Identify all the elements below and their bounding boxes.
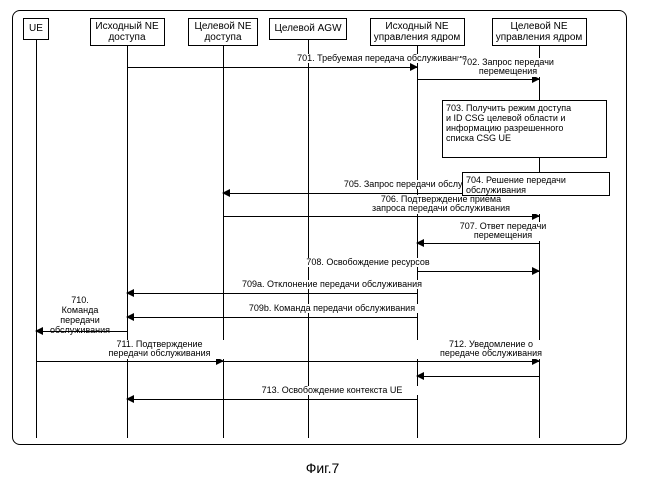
- side-label: 710. Команда передачи обслуживания: [40, 296, 120, 336]
- arrow-left-icon: [126, 313, 134, 321]
- message-arrow: [417, 270, 539, 272]
- message-label: 712. Уведомление о передаче обслуживания: [416, 340, 566, 359]
- lifeline-head-tgt_cn: Целевой NE управления ядром: [492, 18, 587, 46]
- message-arrow: [417, 242, 539, 244]
- figure-caption: Фиг.7: [0, 460, 645, 476]
- message-arrow: [417, 375, 539, 377]
- message-arrow: [127, 316, 417, 318]
- process-box: 703. Получить режим доступа и ID CSG цел…: [442, 100, 607, 158]
- message-label: 709b. Команда передачи обслуживания: [227, 304, 437, 313]
- message-label: 713. Освобождение контекста UE: [232, 386, 432, 395]
- box-text: Получить режим доступа и ID CSG целевой …: [446, 103, 571, 143]
- message-arrow: [223, 360, 539, 362]
- box-num: 704.: [466, 175, 484, 185]
- message-arrow: [127, 398, 417, 400]
- lifeline-head-tgt_an: Целевой NE доступа: [188, 18, 258, 46]
- box-num: 703.: [446, 103, 464, 113]
- arrow-left-icon: [416, 372, 424, 380]
- message-arrow: [127, 66, 417, 68]
- message-arrow: [417, 78, 539, 80]
- lifeline-head-tgt_agw: Целевой AGW: [269, 18, 347, 40]
- lifeline-ue: [36, 40, 37, 438]
- lifeline-head-src_cn: Исходный NE управления ядром: [370, 18, 465, 46]
- message-label: 707. Ответ передачи перемещения: [456, 222, 551, 241]
- lifeline-tgt_agw: [308, 40, 309, 438]
- arrow-right-icon: [410, 63, 418, 71]
- arrow-left-icon: [126, 395, 134, 403]
- message-arrow: [223, 215, 539, 217]
- message-label: 706. Подтверждение приема запроса переда…: [341, 195, 541, 214]
- message-label: 702. Запрос передачи перемещения: [458, 58, 558, 77]
- message-arrow: [127, 292, 417, 294]
- message-label: 709a. Отклонение передачи обслуживания: [227, 280, 437, 289]
- process-box: 704. Решение передачи обслуживания: [462, 172, 610, 196]
- arrow-left-icon: [222, 189, 230, 197]
- arrow-right-icon: [532, 267, 540, 275]
- message-label: 711. Подтверждение передачи обслуживания: [90, 340, 230, 359]
- lifeline-head-ue: UE: [23, 18, 49, 40]
- message-label: 701. Требуемая передача обслуживания: [277, 54, 487, 63]
- lifeline-tgt_an: [223, 46, 224, 438]
- message-arrow: [36, 360, 223, 362]
- lifeline-head-src_an: Исходный NE доступа: [90, 18, 165, 46]
- arrow-left-icon: [126, 289, 134, 297]
- lifeline-src_an: [127, 46, 128, 438]
- arrow-left-icon: [416, 239, 424, 247]
- message-label: 708. Освобождение ресурсов: [278, 258, 458, 267]
